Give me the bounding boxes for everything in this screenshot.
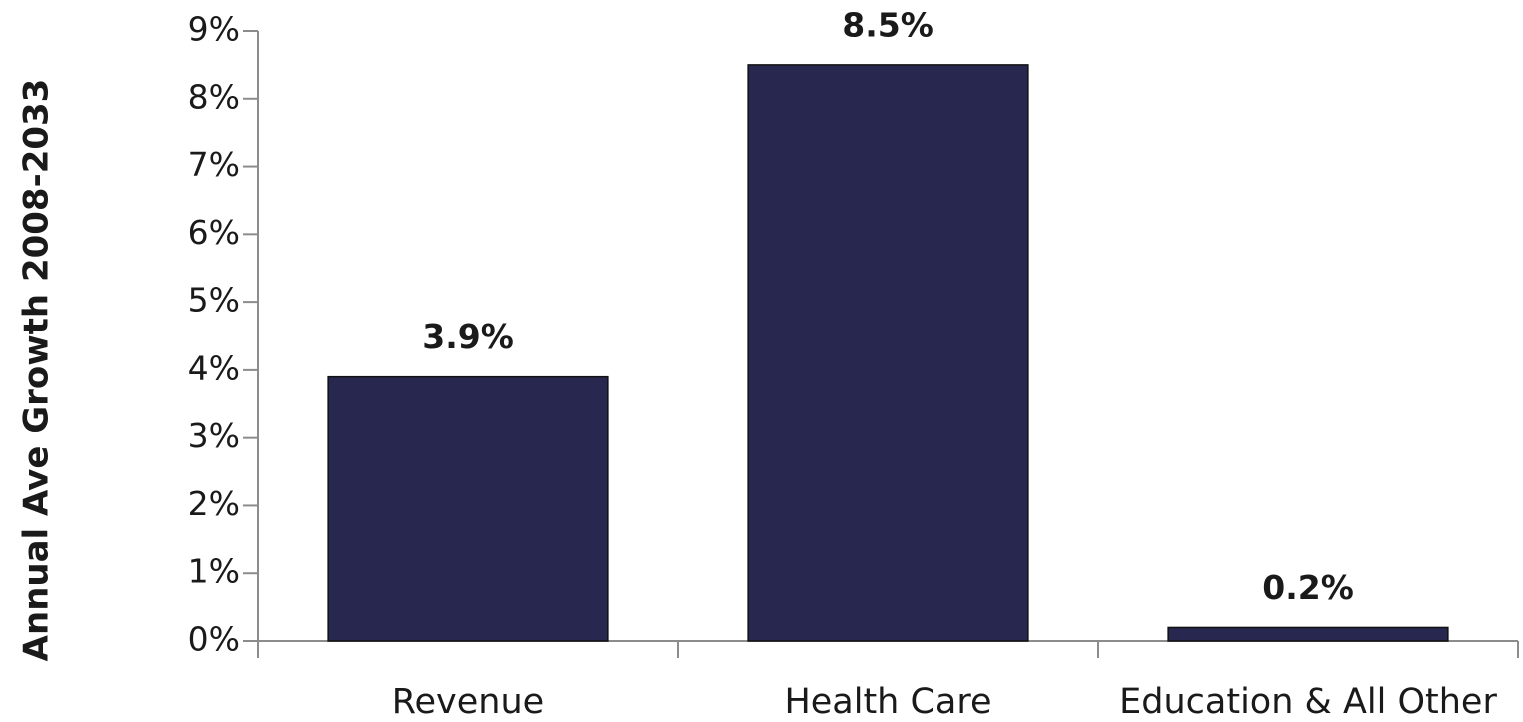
y-tick-label: 3% [188, 416, 240, 455]
y-tick-label: 7% [188, 145, 240, 184]
y-tick-label: 4% [188, 348, 240, 387]
value-label: 0.2% [1262, 568, 1354, 607]
x-tick-label: Education & All Other [1119, 682, 1497, 722]
y-tick-label: 0% [188, 620, 240, 659]
y-tick-label: 1% [188, 552, 240, 591]
x-tick-label: Revenue [392, 682, 544, 722]
y-tick-label: 8% [188, 77, 240, 116]
value-label: 8.5% [842, 5, 934, 44]
x-tick-label: Health Care [784, 682, 991, 722]
bar [327, 375, 609, 642]
bar [747, 64, 1029, 642]
y-tick-label: 5% [188, 281, 240, 320]
value-label: 3.9% [422, 317, 514, 356]
bar [1167, 626, 1449, 642]
y-axis-label: Annual Ave Growth 2008-2033 [17, 79, 57, 662]
y-tick-label: 6% [188, 213, 240, 252]
y-tick-label: 2% [188, 484, 240, 523]
y-tick-label: 9% [188, 10, 240, 49]
